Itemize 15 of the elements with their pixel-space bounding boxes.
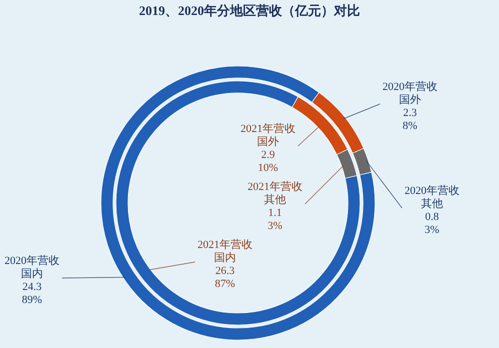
donut-slice — [116, 80, 360, 326]
data-label: 0.8 3% — [424, 211, 440, 236]
slice-label: 2020年营收其他 — [404, 184, 460, 210]
slice-label: 2021年营收国内 — [198, 238, 252, 264]
chart-title: 2019、2020年分地区营收（亿元）对比 — [139, 3, 360, 18]
data-label: 1.1 3% — [268, 207, 282, 232]
slice-label: 2021年营收国外 — [240, 122, 296, 148]
donut-slice — [100, 66, 376, 340]
slice-label: 2020年营收国外 — [382, 80, 438, 106]
data-label: 2.9 10% — [258, 149, 278, 174]
data-label: 24.3 89% — [22, 281, 42, 306]
slice-label: 2020年营收国内 — [4, 254, 60, 280]
data-label: 2.3 8% — [402, 107, 418, 132]
data-label: 26.3 87% — [214, 265, 236, 290]
slice-label: 2021年营收其他 — [248, 180, 302, 206]
